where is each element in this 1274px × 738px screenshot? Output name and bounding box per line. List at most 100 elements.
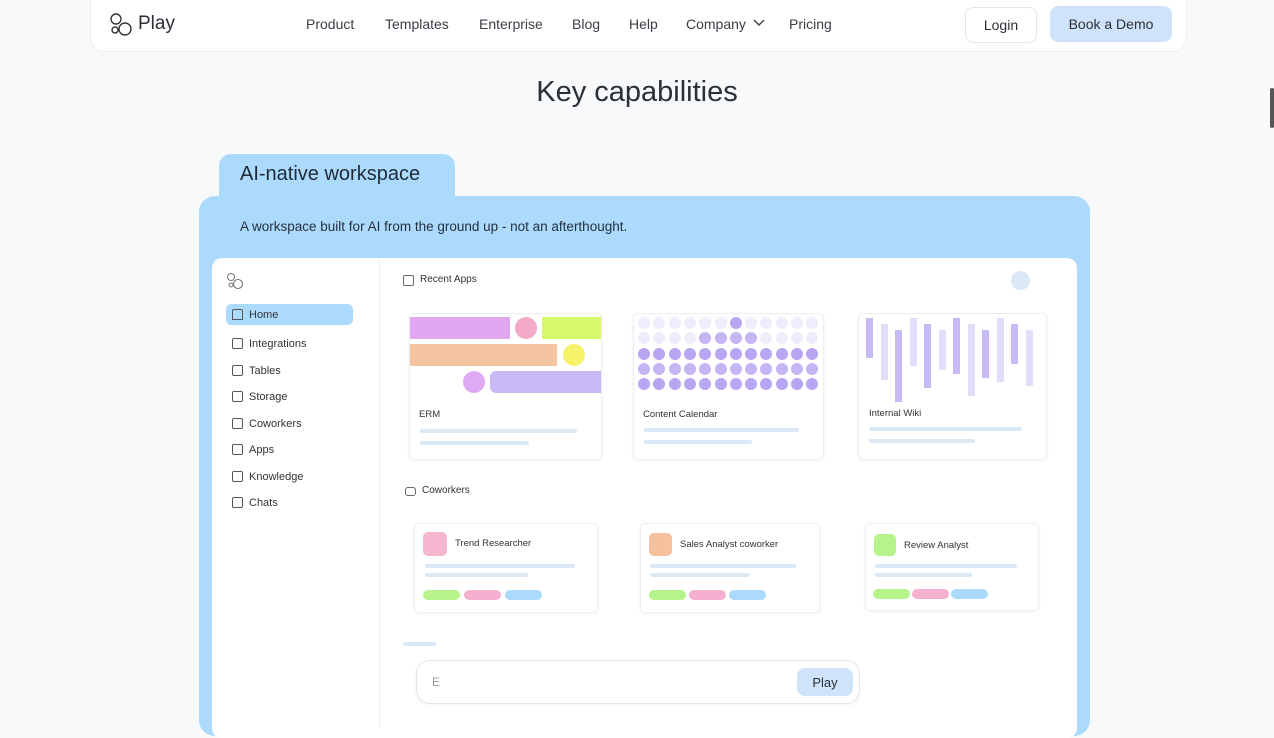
decor [806, 332, 819, 345]
decor [775, 347, 788, 360]
decor [714, 362, 727, 375]
decor [775, 378, 788, 391]
decor [653, 317, 666, 329]
icon [405, 487, 416, 496]
sidebar-item[interactable]: Home [226, 304, 353, 325]
app-name[interactable]: ERM [419, 409, 441, 420]
decor [806, 317, 819, 329]
label: Storage [249, 390, 288, 403]
nav-link[interactable]: Help [629, 16, 658, 32]
sidebar-item[interactable]: Apps [226, 439, 353, 460]
divider [379, 258, 380, 728]
decor [760, 347, 773, 360]
coworker-name[interactable]: Review Analyst [904, 540, 969, 551]
input-text[interactable]: E [432, 675, 441, 689]
decor [683, 378, 696, 391]
app-name[interactable]: Internal Wiki [869, 408, 922, 419]
decor [714, 317, 727, 329]
decor [668, 347, 681, 360]
placeholder-line [420, 429, 577, 433]
decor [653, 362, 666, 375]
decor [563, 344, 585, 366]
decor [542, 317, 601, 339]
tag [951, 589, 988, 599]
placeholder-line [644, 428, 799, 432]
decor [668, 362, 681, 375]
decor [638, 347, 650, 360]
icon [232, 444, 243, 455]
chevron [753, 19, 765, 27]
logo-text[interactable]: Play [138, 13, 175, 34]
placeholder-line [650, 573, 750, 577]
sidebar-item[interactable]: Storage [226, 386, 353, 407]
chat-input[interactable] [416, 660, 860, 704]
decor [924, 324, 931, 388]
coworker-name[interactable]: Sales Analyst coworker [680, 539, 779, 550]
decor [699, 332, 712, 345]
decor [866, 318, 873, 358]
decor [775, 362, 788, 375]
decor [791, 362, 803, 375]
tag [649, 590, 686, 600]
decor [791, 347, 803, 360]
placeholder-line [403, 642, 436, 646]
sidebar-item[interactable]: Knowledge [226, 466, 353, 487]
decor [938, 330, 946, 370]
sidebar-item[interactable]: Chats [226, 492, 353, 513]
decor [745, 378, 758, 391]
placeholder-line [869, 439, 975, 443]
page: {"nav": {"logo": "Play", "links": ["Prod… [90, 0, 1274, 736]
decor [775, 317, 788, 329]
icon [232, 365, 243, 376]
nav-link[interactable]: Company [686, 16, 746, 32]
decor [683, 317, 696, 329]
decor [699, 362, 712, 375]
nav-link[interactable]: Product [306, 16, 355, 32]
decor [410, 344, 557, 366]
decor [638, 332, 650, 345]
login-button[interactable]: Login [965, 7, 1037, 43]
app-name[interactable]: Content Calendar [643, 409, 718, 420]
decor [880, 324, 888, 380]
decor [745, 317, 758, 329]
icon [403, 275, 414, 286]
nav-link[interactable]: Enterprise [479, 16, 543, 32]
decor [745, 347, 758, 360]
tab-label[interactable]: AI-native workspace [240, 163, 421, 185]
sidebar-item[interactable]: Coworkers [226, 413, 353, 434]
decor [729, 362, 742, 375]
sidebar-item[interactable]: Integrations [226, 333, 353, 354]
decor [410, 317, 510, 339]
sidebar-item[interactable]: Tables [226, 360, 353, 381]
decor [953, 318, 960, 374]
logo-icon [110, 13, 132, 36]
nav-link[interactable]: Blog [572, 16, 601, 32]
decor [760, 317, 773, 329]
icon [232, 309, 243, 320]
decor [791, 378, 803, 391]
decor [760, 332, 773, 345]
placeholder-line [425, 564, 575, 568]
decor [463, 371, 485, 393]
tag [729, 590, 766, 600]
demo-button[interactable]: Book a Demo [1050, 6, 1172, 42]
coworker-name[interactable]: Trend Researcher [455, 538, 532, 549]
decor [775, 332, 788, 345]
nav-link[interactable]: Templates [385, 16, 449, 32]
nav-link[interactable]: Pricing [789, 16, 832, 32]
avatar[interactable] [1011, 271, 1030, 290]
tag [873, 589, 910, 599]
decor [760, 378, 773, 391]
label: Tables [249, 364, 281, 377]
decor [699, 378, 712, 391]
label: Integrations [249, 337, 307, 350]
tag [912, 589, 949, 599]
placeholder-line [875, 564, 1017, 568]
play-button[interactable]: Play [797, 668, 853, 696]
label: Coworkers [249, 417, 302, 430]
decor [729, 378, 742, 391]
decor [638, 362, 650, 375]
icon [232, 418, 243, 429]
decor [729, 332, 742, 345]
decor [1011, 324, 1018, 364]
